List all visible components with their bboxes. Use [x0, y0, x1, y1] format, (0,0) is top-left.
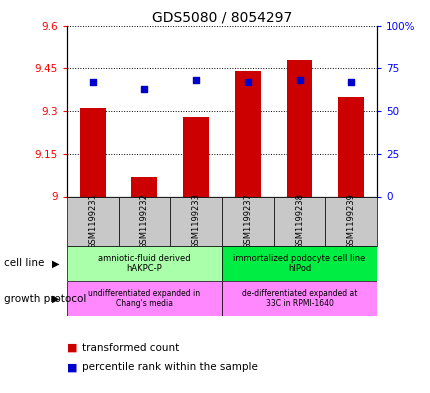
Text: undifferentiated expanded in
Chang's media: undifferentiated expanded in Chang's med…	[88, 289, 200, 309]
Text: growth protocol: growth protocol	[4, 294, 86, 304]
Text: ■: ■	[67, 362, 77, 373]
Bar	[234, 71, 260, 196]
Bar	[183, 117, 209, 196]
Bar	[67, 246, 221, 281]
Text: cell line: cell line	[4, 258, 45, 268]
Bar	[80, 108, 105, 196]
Text: GSM1199239: GSM1199239	[346, 193, 355, 249]
Bar	[170, 196, 221, 246]
Point	[141, 86, 147, 92]
Text: transformed count: transformed count	[82, 343, 179, 353]
Point	[192, 77, 199, 83]
Bar	[273, 196, 325, 246]
Bar	[286, 60, 312, 196]
Bar	[67, 281, 221, 316]
Text: GSM1199231: GSM1199231	[88, 193, 97, 249]
Bar	[221, 246, 376, 281]
Text: ▶: ▶	[52, 258, 60, 268]
Text: immortalized podocyte cell line
hIPod: immortalized podocyte cell line hIPod	[233, 253, 365, 273]
Point	[89, 79, 96, 85]
Bar	[221, 281, 376, 316]
Text: percentile rank within the sample: percentile rank within the sample	[82, 362, 257, 373]
Bar	[118, 196, 170, 246]
Bar	[221, 196, 273, 246]
Bar	[338, 97, 363, 196]
Text: GSM1199238: GSM1199238	[295, 193, 303, 249]
Point	[347, 79, 354, 85]
Bar	[131, 176, 157, 196]
Text: GSM1199233: GSM1199233	[191, 193, 200, 249]
Point	[295, 77, 302, 83]
Text: amniotic-fluid derived
hAKPC-P: amniotic-fluid derived hAKPC-P	[98, 253, 190, 273]
Text: GSM1199232: GSM1199232	[140, 193, 148, 249]
Bar	[325, 196, 376, 246]
Text: ▶: ▶	[52, 294, 60, 304]
Text: GSM1199237: GSM1199237	[243, 193, 252, 249]
Point	[244, 79, 251, 85]
Text: ■: ■	[67, 343, 77, 353]
Text: de-differentiated expanded at
33C in RPMI-1640: de-differentiated expanded at 33C in RPM…	[241, 289, 356, 309]
Title: GDS5080 / 8054297: GDS5080 / 8054297	[151, 10, 292, 24]
Bar	[67, 196, 118, 246]
